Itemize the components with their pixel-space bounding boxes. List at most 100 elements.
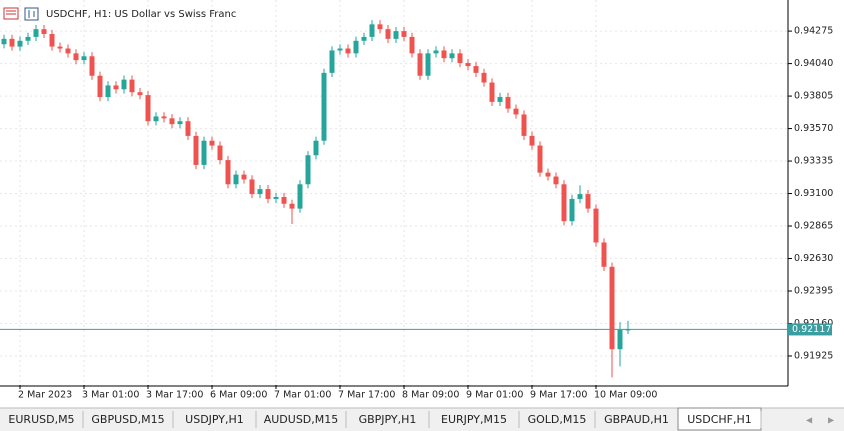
candle-body <box>137 92 143 96</box>
candle-body <box>193 135 199 165</box>
candle-body <box>345 48 351 54</box>
last-price-tag <box>788 323 832 336</box>
x-tick-label: 2 Mar 2023 <box>18 390 72 401</box>
candle-body <box>377 24 383 30</box>
candle-body <box>233 174 239 185</box>
candle-body <box>105 85 111 98</box>
candle-body <box>161 116 167 119</box>
candle-body <box>113 85 119 90</box>
last-price-label: 0.92117 <box>792 324 831 335</box>
candle-body <box>249 179 255 195</box>
candle-body <box>273 196 279 199</box>
candle-body <box>537 145 543 173</box>
candle-body <box>417 53 423 76</box>
candle-body <box>265 189 271 199</box>
candle-body <box>513 108 519 115</box>
candle-body <box>433 50 439 54</box>
candle-body <box>585 194 591 209</box>
tab-label[interactable]: EURJPY,M15 <box>441 413 507 426</box>
candle-body <box>617 329 623 350</box>
y-tick-label: 0.93100 <box>794 188 833 199</box>
candle-body <box>153 116 159 122</box>
chart-title: USDCHF, H1: US Dollar vs Swiss Franc <box>46 9 236 20</box>
candle-body <box>129 79 135 93</box>
candle-body <box>385 29 391 39</box>
tab-label[interactable]: GBPJPY,H1 <box>359 413 417 426</box>
y-tick-label: 0.92865 <box>794 221 833 232</box>
candle-body <box>97 75 103 98</box>
tab-label[interactable]: GBPUSD,M15 <box>91 413 164 426</box>
candle-body <box>329 50 335 73</box>
scroll-right[interactable]: ▶ <box>828 416 835 425</box>
tabs: EURUSD,M5 GBPUSD,M15 USDJPY,H1 AUDUSD,M15 GB… <box>8 407 762 431</box>
y-tick-label: 0.92395 <box>794 285 833 296</box>
candle-body <box>313 140 319 156</box>
x-tick-label: 7 Mar 17:00 <box>338 390 395 401</box>
candle-body <box>409 36 415 54</box>
candle-body <box>257 189 263 195</box>
candle-body <box>297 184 303 209</box>
candle-body <box>593 208 599 243</box>
candle-body <box>505 97 511 109</box>
x-tick-label: 6 Mar 09:00 <box>210 390 267 401</box>
candle-body <box>57 46 63 49</box>
candle-body <box>217 145 223 161</box>
candle-body <box>601 242 607 267</box>
x-tick-label: 9 Mar 01:00 <box>466 390 523 401</box>
candle-body <box>89 56 95 76</box>
candle-body <box>425 53 431 76</box>
candle-body <box>489 82 495 102</box>
y-tick-label: 0.93335 <box>794 156 833 167</box>
candle-body <box>73 53 79 61</box>
tab-label[interactable]: GBPAUD,H1 <box>604 413 669 426</box>
candle-body <box>401 31 407 37</box>
candle-body <box>521 114 527 136</box>
y-tick-label: 0.93805 <box>794 91 833 102</box>
scroll-left[interactable]: ◀ <box>806 416 813 425</box>
candle-body <box>305 155 311 185</box>
candle-body <box>529 135 535 146</box>
candle-body <box>441 50 447 59</box>
candle-body <box>361 36 367 41</box>
candle-body <box>121 79 127 90</box>
candle-body <box>289 203 295 209</box>
x-tick-label: 7 Mar 01:00 <box>274 390 331 401</box>
candle-body <box>1 38 7 45</box>
candle-body <box>497 97 503 102</box>
candle-body <box>609 266 615 350</box>
toolbar-icons[interactable] <box>3 7 39 21</box>
x-tick-label: 3 Mar 01:00 <box>82 390 139 401</box>
candle-body <box>33 29 39 37</box>
tab-label[interactable]: USDCHF,H1 <box>687 413 752 426</box>
tab-bar <box>0 408 844 431</box>
tab-label[interactable]: EURUSD,M5 <box>8 413 74 426</box>
candle-body <box>65 48 71 54</box>
icon[interactable] <box>24 7 39 21</box>
candle-body <box>81 56 87 61</box>
candle-body <box>569 198 575 222</box>
tab-label[interactable]: GOLD,M15 <box>528 413 587 426</box>
y-tick-label: 0.93570 <box>794 123 833 134</box>
candle-body <box>337 48 343 51</box>
x-tick-label: 9 Mar 17:00 <box>530 390 587 401</box>
x-tick-label: 8 Mar 09:00 <box>402 390 459 401</box>
candle-body <box>9 38 15 47</box>
tab-label[interactable]: USDJPY,H1 <box>185 413 244 426</box>
candle-body <box>41 29 47 35</box>
candle-body <box>393 31 399 39</box>
x-tick-label: 10 Mar 09:00 <box>594 390 657 401</box>
candle-body <box>465 63 471 67</box>
candle-body <box>169 118 175 125</box>
candle-body <box>545 172 551 177</box>
candle-body <box>353 40 359 54</box>
y-tick-label: 0.91925 <box>794 350 833 361</box>
candles <box>1 20 631 378</box>
candle-body <box>201 140 207 165</box>
tab-label[interactable]: AUDUSD,M15 <box>264 413 339 426</box>
candle-body <box>561 184 567 222</box>
candle-body <box>481 72 487 83</box>
candle-body <box>185 121 191 136</box>
candle-body <box>209 140 215 146</box>
candle-body <box>241 174 247 180</box>
